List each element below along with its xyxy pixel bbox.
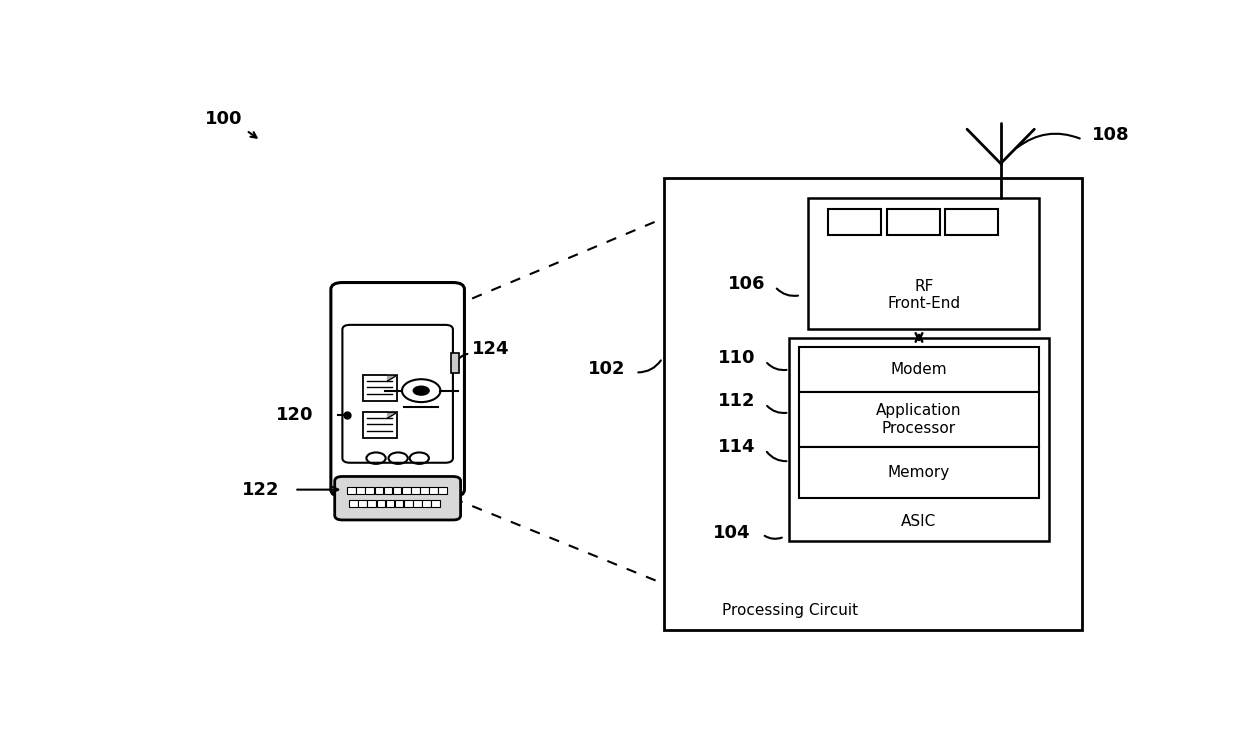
Bar xyxy=(799,392,1039,447)
Bar xyxy=(451,354,459,374)
Bar xyxy=(358,500,367,507)
Bar xyxy=(402,487,410,494)
Text: ASIC: ASIC xyxy=(901,513,936,528)
Polygon shape xyxy=(388,375,397,381)
Bar xyxy=(374,487,383,494)
Text: 114: 114 xyxy=(718,438,755,455)
Bar xyxy=(422,500,430,507)
FancyBboxPatch shape xyxy=(331,282,465,496)
Bar xyxy=(799,447,1039,499)
Text: 122: 122 xyxy=(243,481,280,499)
Text: 102: 102 xyxy=(589,360,626,378)
Text: 110: 110 xyxy=(718,349,755,367)
Polygon shape xyxy=(388,412,397,418)
Text: Modem: Modem xyxy=(890,362,947,377)
Text: 124: 124 xyxy=(472,340,510,358)
FancyBboxPatch shape xyxy=(342,325,453,463)
Bar xyxy=(393,487,402,494)
Text: 120: 120 xyxy=(277,406,314,424)
Bar xyxy=(828,210,880,235)
Bar xyxy=(412,487,420,494)
Bar xyxy=(413,500,422,507)
FancyBboxPatch shape xyxy=(335,476,460,520)
Bar xyxy=(386,500,394,507)
Bar xyxy=(377,500,386,507)
Text: 104: 104 xyxy=(713,524,751,542)
Bar xyxy=(366,487,374,494)
Bar xyxy=(888,210,940,235)
Bar xyxy=(356,487,365,494)
Text: RF
Front-End: RF Front-End xyxy=(888,279,960,311)
Text: 108: 108 xyxy=(1092,126,1130,144)
Bar xyxy=(347,487,356,494)
Bar xyxy=(367,500,376,507)
Bar xyxy=(350,500,358,507)
Bar xyxy=(665,178,1083,630)
Text: Processing Circuit: Processing Circuit xyxy=(722,603,858,618)
Bar xyxy=(808,198,1039,329)
Text: 106: 106 xyxy=(728,275,765,293)
Bar xyxy=(383,487,392,494)
Bar xyxy=(429,487,438,494)
Bar xyxy=(362,412,397,438)
Bar xyxy=(362,375,397,401)
Bar xyxy=(404,500,413,507)
Bar xyxy=(439,487,448,494)
Text: 100: 100 xyxy=(205,110,243,128)
Text: 112: 112 xyxy=(718,392,755,410)
Circle shape xyxy=(413,386,430,396)
Bar xyxy=(945,210,998,235)
Bar xyxy=(799,346,1039,392)
Bar xyxy=(420,487,429,494)
Bar xyxy=(432,500,440,507)
Text: Memory: Memory xyxy=(888,465,950,480)
Bar xyxy=(789,338,1049,541)
Bar xyxy=(394,500,403,507)
Text: Application
Processor: Application Processor xyxy=(877,403,962,435)
